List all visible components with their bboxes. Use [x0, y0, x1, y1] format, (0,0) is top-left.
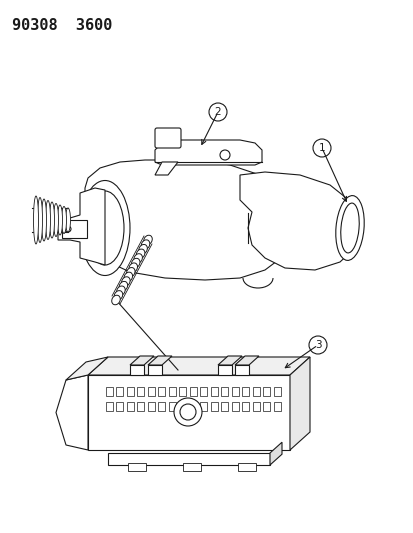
Bar [158, 402, 165, 411]
Bar [231, 387, 238, 396]
Bar [106, 387, 113, 396]
Bar [137, 402, 144, 411]
Polygon shape [147, 356, 171, 365]
Polygon shape [58, 188, 105, 265]
Circle shape [173, 398, 202, 426]
Polygon shape [269, 442, 281, 465]
Ellipse shape [141, 240, 150, 249]
Bar [242, 402, 249, 411]
Ellipse shape [41, 199, 46, 241]
FancyBboxPatch shape [62, 220, 87, 238]
Bar [147, 402, 154, 411]
Circle shape [219, 150, 230, 160]
Polygon shape [108, 453, 269, 465]
Bar [252, 387, 259, 396]
Ellipse shape [80, 181, 130, 276]
Bar [190, 402, 197, 411]
Bar [273, 402, 280, 411]
Ellipse shape [133, 254, 142, 263]
Circle shape [312, 139, 330, 157]
Polygon shape [66, 357, 108, 380]
Circle shape [209, 103, 226, 121]
Ellipse shape [138, 245, 147, 254]
Bar [147, 387, 154, 396]
Ellipse shape [119, 281, 127, 291]
Ellipse shape [335, 196, 363, 261]
Bar [179, 387, 186, 396]
Ellipse shape [340, 203, 358, 253]
Ellipse shape [124, 272, 132, 282]
Ellipse shape [136, 249, 145, 259]
Ellipse shape [62, 206, 66, 233]
Polygon shape [80, 160, 294, 280]
Text: 3: 3 [314, 340, 320, 350]
Polygon shape [88, 375, 289, 450]
Polygon shape [218, 365, 231, 375]
Bar [179, 402, 186, 411]
Ellipse shape [57, 205, 62, 235]
Bar [127, 387, 134, 396]
Ellipse shape [131, 259, 140, 268]
Ellipse shape [126, 268, 135, 277]
Bar [190, 387, 197, 396]
Polygon shape [218, 356, 242, 365]
Ellipse shape [128, 263, 137, 272]
Polygon shape [240, 172, 359, 270]
Bar [127, 402, 134, 411]
Text: 90308  3600: 90308 3600 [12, 18, 112, 33]
Bar [106, 402, 113, 411]
Polygon shape [235, 365, 248, 375]
Ellipse shape [112, 295, 120, 305]
Text: 2: 2 [214, 107, 221, 117]
Polygon shape [235, 356, 259, 365]
Polygon shape [237, 463, 255, 471]
Ellipse shape [143, 235, 152, 245]
Ellipse shape [45, 200, 50, 239]
Bar [158, 387, 165, 396]
Bar [116, 387, 123, 396]
FancyBboxPatch shape [154, 128, 180, 148]
Polygon shape [56, 375, 88, 450]
Circle shape [308, 336, 326, 354]
Polygon shape [154, 140, 261, 165]
Bar [211, 387, 218, 396]
Ellipse shape [121, 277, 130, 286]
Bar [137, 387, 144, 396]
Polygon shape [130, 365, 144, 375]
Bar [263, 402, 270, 411]
Circle shape [180, 404, 195, 420]
Bar [221, 387, 228, 396]
Ellipse shape [114, 290, 122, 300]
Bar [242, 387, 249, 396]
Ellipse shape [33, 196, 38, 244]
Bar [211, 402, 218, 411]
Polygon shape [88, 357, 309, 375]
Polygon shape [289, 357, 309, 450]
Polygon shape [183, 463, 201, 471]
Bar [221, 402, 228, 411]
Bar [169, 402, 176, 411]
Polygon shape [128, 463, 146, 471]
Bar [252, 402, 259, 411]
Polygon shape [130, 356, 154, 365]
Bar [231, 402, 238, 411]
Bar [263, 387, 270, 396]
Polygon shape [154, 162, 178, 175]
Polygon shape [147, 365, 161, 375]
Bar [116, 402, 123, 411]
Bar [200, 387, 207, 396]
Ellipse shape [50, 202, 55, 238]
Circle shape [65, 226, 71, 232]
Bar [169, 387, 176, 396]
Ellipse shape [38, 198, 43, 243]
Ellipse shape [86, 191, 124, 265]
Bar [273, 387, 280, 396]
Ellipse shape [53, 204, 58, 237]
Ellipse shape [65, 208, 70, 232]
Ellipse shape [116, 286, 125, 295]
Bar [200, 402, 207, 411]
Text: 1: 1 [318, 143, 325, 153]
